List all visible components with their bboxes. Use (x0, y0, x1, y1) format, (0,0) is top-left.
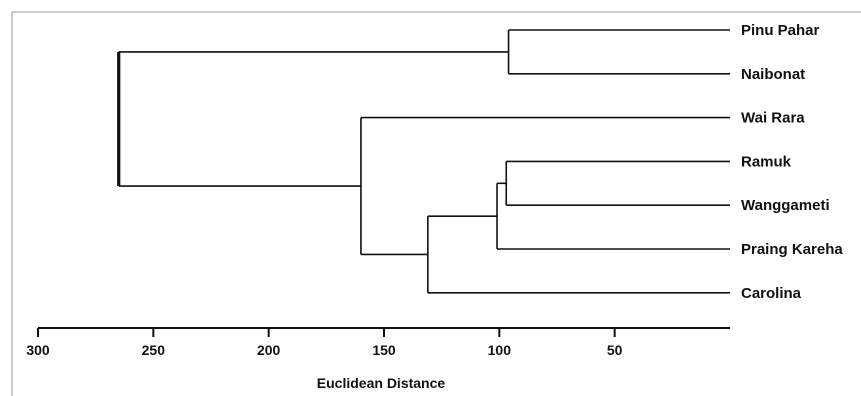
x-tick-label: 150 (372, 342, 396, 358)
leaf-labels: Pinu Pahar Naibonat Wai Rara Ramuk Wanggamet… (741, 22, 843, 302)
leaf-label: Carolina (741, 285, 802, 302)
x-tick-label: 200 (257, 342, 281, 358)
leaf-label: Ramuk (741, 153, 792, 170)
leaf-label: Wanggameti (741, 197, 830, 214)
x-axis-ticks: 300 250 200 150 100 50 (26, 328, 623, 358)
x-tick-label: 50 (607, 342, 623, 358)
dendrogram-branches (117, 29, 730, 294)
leaf-label: Naibonat (741, 66, 805, 83)
leaf-label: Praing Kareha (741, 241, 843, 258)
x-axis-title: Euclidean Distance (317, 375, 446, 391)
x-tick-label: 100 (488, 342, 512, 358)
x-tick-label: 250 (142, 342, 166, 358)
x-axis: 300 250 200 150 100 50 (26, 327, 730, 358)
leaf-label: Wai Rara (741, 110, 805, 127)
leaf-label: Pinu Pahar (741, 22, 820, 39)
x-tick-label: 300 (26, 342, 50, 358)
